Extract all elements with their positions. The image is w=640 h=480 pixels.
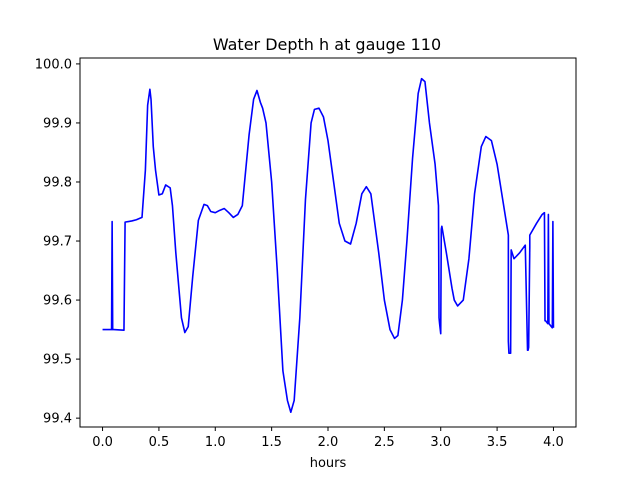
chart-title: Water Depth h at gauge 110: [213, 35, 441, 54]
x-tick-label: 3.5: [487, 435, 508, 450]
y-tick-label: 99.6: [43, 294, 72, 309]
x-tick-label: 2.5: [374, 435, 395, 450]
x-axis: 0.0 0.5 1.0 1.5 2.0 2.5 3.0 3.5 4.0: [92, 427, 564, 450]
x-tick-label: 2.0: [318, 435, 339, 450]
plot-area: [102, 77, 555, 414]
y-tick-label: 99.4: [43, 412, 72, 427]
x-tick-label: 3.0: [430, 435, 451, 450]
y-tick-label: 99.8: [43, 175, 72, 190]
x-axis-label: hours: [310, 456, 347, 471]
y-tick-label: 99.7: [43, 235, 72, 250]
series-line: [102, 77, 555, 414]
x-tick-label: 0.0: [92, 435, 113, 450]
plot-frame: [79, 57, 577, 428]
y-tick-label: 99.5: [43, 353, 72, 368]
x-tick-label: 4.0: [543, 435, 564, 450]
y-axis: 99.4 99.5 99.6 99.7 99.8 99.9 100.0: [35, 57, 80, 427]
y-tick-label: 99.9: [43, 116, 72, 131]
y-tick-label: 100.0: [35, 57, 72, 72]
x-tick-label: 1.5: [261, 435, 282, 450]
x-tick-label: 0.5: [149, 435, 170, 450]
x-tick-label: 1.0: [205, 435, 226, 450]
